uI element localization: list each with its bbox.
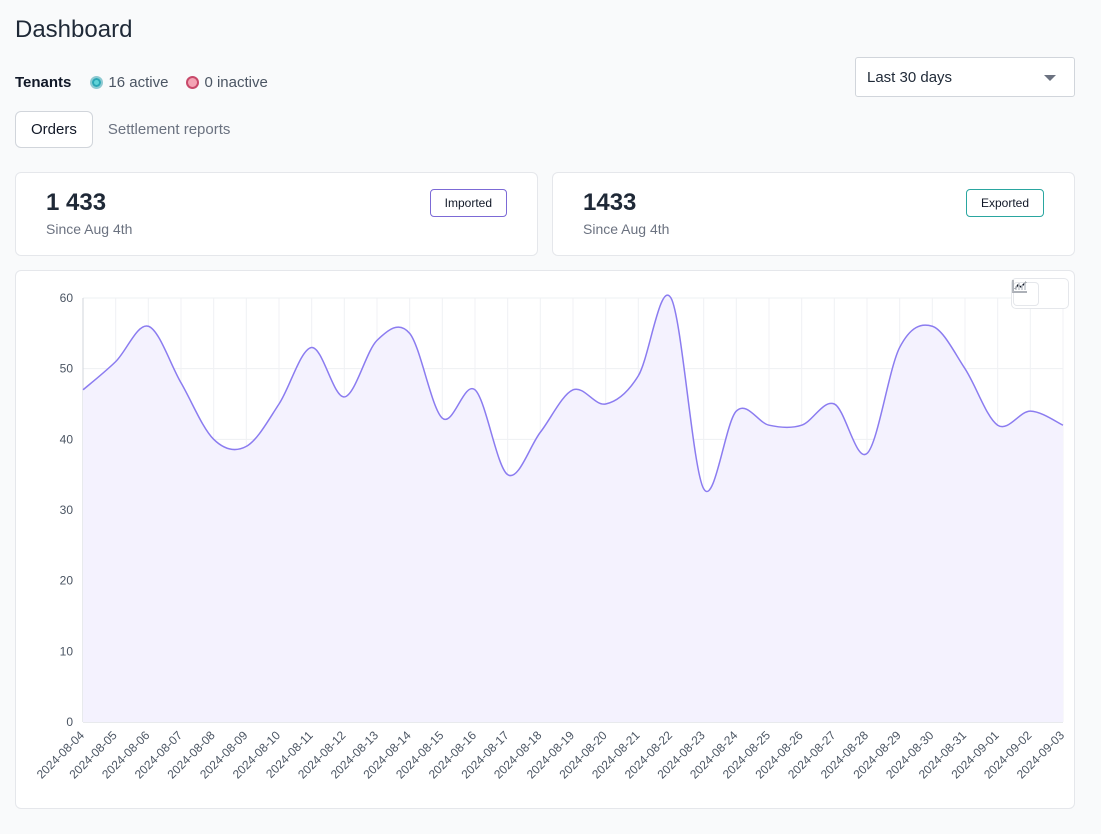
chart-point	[440, 416, 444, 420]
chart-point	[179, 381, 183, 385]
chart-point	[571, 388, 575, 392]
chart-point	[702, 487, 706, 491]
chart-point	[212, 437, 216, 441]
imported-orders-since: Since Aug 4th	[46, 221, 133, 237]
chart-point	[408, 331, 412, 335]
chart-point	[342, 395, 346, 399]
tab-orders[interactable]: Orders	[15, 111, 93, 148]
chart-point	[963, 367, 967, 371]
chart-point	[244, 444, 248, 448]
page-title: Dashboard	[15, 16, 133, 43]
chart-point	[996, 423, 1000, 427]
orders-chart: 0 10 20 30 40 50 60 2024-08-042024-08-052024-0…	[34, 291, 1068, 782]
date-range-select[interactable]: Last 30 days	[855, 57, 1075, 97]
chart-point	[506, 473, 510, 477]
chart-point	[669, 296, 673, 300]
exported-orders-since: Since Aug 4th	[583, 221, 670, 237]
chart-point	[767, 423, 771, 427]
y-tick-label: 40	[60, 432, 74, 446]
exported-orders-card: 1433 Since Aug 4th Exported	[552, 172, 1075, 256]
chart-point	[930, 324, 934, 328]
chart-point	[898, 345, 902, 349]
chart-type-toggle	[1011, 278, 1069, 309]
dashboard-tabs: Orders Settlement reports	[15, 111, 245, 148]
chart-point	[604, 402, 608, 406]
y-tick-label: 20	[60, 574, 74, 588]
chart-point	[1028, 409, 1032, 413]
tab-settlement-reports[interactable]: Settlement reports	[107, 121, 231, 138]
orders-chart-card: 0 10 20 30 40 50 60 2024-08-04 2024-08-05 2024-0…	[15, 270, 1075, 809]
chart-area-fill	[83, 295, 1063, 722]
y-tick-label: 30	[60, 503, 74, 517]
chart-point	[310, 345, 314, 349]
y-tick-label: 60	[60, 291, 74, 305]
inactive-status-dot-icon	[186, 76, 200, 89]
active-tenants-status: 16 active	[90, 74, 168, 91]
chart-point	[538, 430, 542, 434]
chart-series-line	[82, 294, 1064, 493]
y-axis-ticks: 0 10 20 30 40 50 60	[60, 291, 74, 729]
chart-point	[81, 388, 85, 392]
inactive-tenants-status: 0 inactive	[186, 74, 268, 91]
inactive-tenants-count: 0 inactive	[204, 74, 268, 91]
active-tenants-count: 16 active	[108, 74, 169, 91]
chart-point	[146, 324, 150, 328]
chart-point	[114, 360, 118, 364]
chart-point	[865, 451, 869, 455]
chart-point	[636, 374, 640, 378]
imported-orders-card: 1 433 Since Aug 4th Imported	[15, 172, 538, 256]
date-range-value: Last 30 days	[867, 68, 953, 86]
exported-badge: Exported	[965, 189, 1044, 217]
y-tick-label: 0	[66, 715, 73, 729]
imported-badge: Imported	[429, 189, 507, 217]
imported-orders-value: 1 433	[46, 189, 107, 216]
chart-point	[734, 409, 738, 413]
tenants-summary: Tenants 16 active 0 inactive	[15, 74, 286, 91]
y-tick-label: 50	[60, 362, 74, 376]
exported-orders-value: 1433	[583, 189, 637, 216]
tenants-label: Tenants	[15, 74, 72, 91]
chart-point	[473, 388, 477, 392]
bar-chart-icon[interactable]	[1012, 280, 1066, 305]
chart-point	[375, 338, 379, 342]
y-tick-label: 10	[60, 644, 74, 658]
chart-point	[832, 402, 836, 406]
active-status-dot-icon	[90, 76, 104, 89]
chart-point	[800, 423, 804, 427]
chart-point	[277, 402, 281, 406]
chart-point	[1061, 423, 1065, 427]
x-axis-ticks: 2024-08-042024-08-052024-08-062024-08-07…	[34, 728, 1068, 782]
caret-down-icon	[1044, 75, 1056, 81]
